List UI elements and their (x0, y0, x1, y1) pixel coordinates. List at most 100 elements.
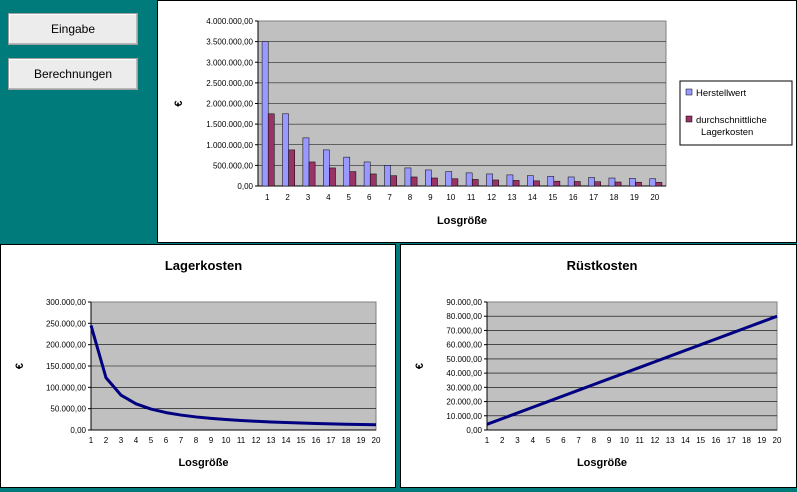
x-tick-label: 18 (742, 436, 751, 445)
bar (629, 178, 636, 187)
x-tick-label: 14 (282, 436, 291, 445)
ruestkosten-chart: 0,00 10.000,00 20.000,00 30.000,00 40.000,00… (414, 258, 782, 469)
x-tick-label: 3 (515, 436, 520, 445)
bar (506, 174, 514, 187)
x-tick-label: 9 (607, 436, 612, 445)
y-tick-label: 4.000.000,00 (206, 17, 253, 26)
y-tick-label: 60.000,00 (446, 341, 482, 350)
bar (547, 176, 555, 187)
y-tick-label: 50.000,00 (50, 405, 86, 414)
y-tick-label: 90.000,00 (446, 298, 482, 307)
y-tick-label: 250.000,00 (46, 319, 87, 328)
x-tick-label: 10 (222, 436, 231, 445)
bar (533, 180, 540, 187)
bar (384, 165, 391, 187)
legend-box (679, 80, 793, 146)
bar (349, 171, 357, 187)
x-axis-label: Losgröße (178, 457, 228, 469)
x-tick-label: 4 (134, 436, 139, 445)
bar (445, 171, 453, 187)
bar (369, 173, 377, 187)
bar (410, 176, 418, 187)
y-tick-label: 0,00 (70, 426, 86, 435)
y-tick-label: 70.000,00 (446, 326, 482, 335)
y-tick-label: 30.000,00 (446, 383, 482, 392)
bar (267, 113, 275, 187)
x-tick-label: 3 (306, 193, 311, 202)
bar (288, 149, 295, 187)
x-tick-label: 5 (546, 436, 551, 445)
y-tick-label: 500.000,00 (213, 161, 254, 170)
x-tick-label: 15 (548, 193, 557, 202)
bar (323, 149, 330, 187)
eingabe-button[interactable]: Eingabe (8, 13, 138, 45)
bar (655, 182, 663, 187)
x-tick-label: 1 (89, 436, 94, 445)
x-tick-label: 18 (342, 436, 351, 445)
bar-chart: 0,00 500.000,00 1.000.000,00 1.500.000,00 2.… (173, 17, 793, 227)
bar (282, 113, 289, 187)
bar (425, 169, 432, 187)
x-axis-label: Losgröße (577, 457, 627, 469)
x-tick-label: 5 (149, 436, 154, 445)
y-tick-label: 0,00 (466, 426, 482, 435)
bar (635, 181, 642, 187)
ruestkosten-chart-panel: 0,00 10.000,00 20.000,00 30.000,00 40.000,00… (400, 244, 797, 488)
x-tick-label: 9 (428, 193, 433, 202)
chart-title: Rüstkosten (567, 258, 638, 273)
x-axis-label: Losgröße (437, 215, 487, 227)
lagerkosten-chart-panel: 0,00 50.000,00 100.000,00 150.000,00 200.000… (0, 244, 396, 488)
bar (512, 180, 520, 187)
x-tick-label: 16 (569, 193, 578, 202)
x-tick-label: 15 (696, 436, 705, 445)
x-tick-label: 12 (650, 436, 659, 445)
x-tick-label: 11 (237, 436, 246, 445)
x-tick-label: 12 (252, 436, 261, 445)
y-tick-label: 300.000,00 (46, 298, 87, 307)
bar (302, 137, 310, 187)
bar (492, 179, 499, 187)
berechnungen-button[interactable]: Berechnungen (8, 58, 138, 90)
y-tick-label: 3.000.000,00 (206, 58, 253, 67)
bar (390, 175, 397, 187)
x-tick-label: 19 (357, 436, 366, 445)
bar (363, 161, 371, 187)
x-tick-label: 17 (727, 436, 736, 445)
y-axis-label: € (14, 363, 26, 369)
x-tick-label: 1 (265, 193, 270, 202)
bar (553, 180, 561, 187)
y-tick-label: 1.500.000,00 (206, 120, 253, 129)
legend-swatch (685, 115, 693, 123)
x-tick-label: 3 (119, 436, 124, 445)
x-tick-label: 14 (528, 193, 537, 202)
bar (649, 178, 657, 187)
x-tick-label: 10 (446, 193, 455, 202)
bar (486, 173, 493, 187)
x-tick-label: 6 (561, 436, 566, 445)
x-tick-label: 5 (347, 193, 352, 202)
y-tick-label: 3.500.000,00 (206, 38, 253, 47)
x-tick-label: 17 (589, 193, 598, 202)
x-tick-label: 17 (327, 436, 336, 445)
x-tick-label: 2 (104, 436, 109, 445)
bar (527, 175, 534, 187)
lagerkosten-chart: 0,00 50.000,00 100.000,00 150.000,00 200.000… (14, 258, 381, 469)
bar (431, 177, 438, 187)
x-tick-label: 2 (500, 436, 505, 445)
x-tick-label: 13 (666, 436, 675, 445)
x-tick-label: 15 (297, 436, 306, 445)
x-tick-label: 11 (467, 193, 476, 202)
x-tick-label: 8 (194, 436, 199, 445)
y-axis-label: € (414, 363, 426, 369)
plot-area (486, 301, 778, 431)
x-tick-label: 12 (487, 193, 496, 202)
x-tick-label: 19 (630, 193, 639, 202)
legend-label: Herstellwert (696, 88, 747, 99)
series-line (89, 325, 377, 427)
y-tick-label: 2.500.000,00 (206, 79, 253, 88)
x-tick-label: 4 (531, 436, 536, 445)
bar (594, 181, 601, 187)
legend-label: durchschnittliche (696, 115, 767, 126)
x-tick-label: 9 (209, 436, 214, 445)
x-tick-label: 13 (267, 436, 276, 445)
